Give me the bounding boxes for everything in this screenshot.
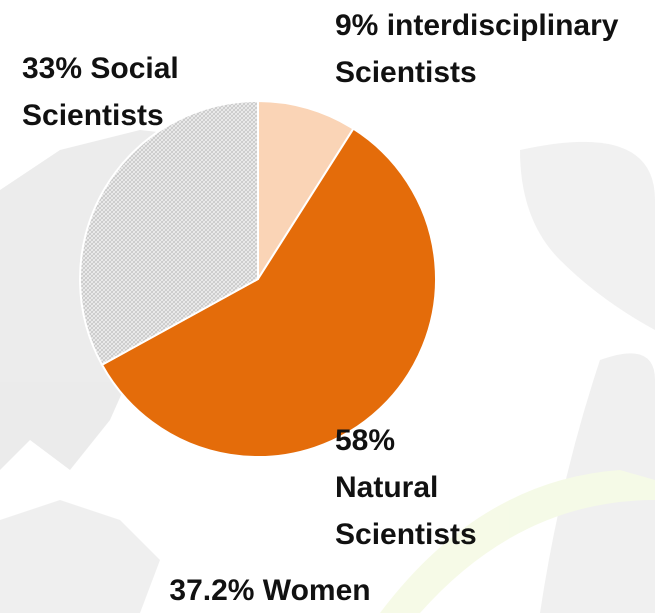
category-label: Natural Scientists [335,471,477,551]
pie-slice [257,99,355,283]
value-label: 58% [335,424,396,457]
annotation: 37.2% Women [169,574,371,607]
slice-label: 9% interdisciplinary Scientists [335,2,645,96]
slice-label: 33% Social Scientists [22,45,227,139]
pie [79,99,437,458]
value-label: 33% [22,52,83,85]
pie-slice [79,99,259,367]
slice-label: 58% Natural Scientists [335,417,505,558]
category-label: interdisciplinary Scientists [335,9,619,89]
value-label: 9% [335,9,379,42]
category-label: Social Scientists [22,52,179,132]
pie-slice [100,127,437,458]
